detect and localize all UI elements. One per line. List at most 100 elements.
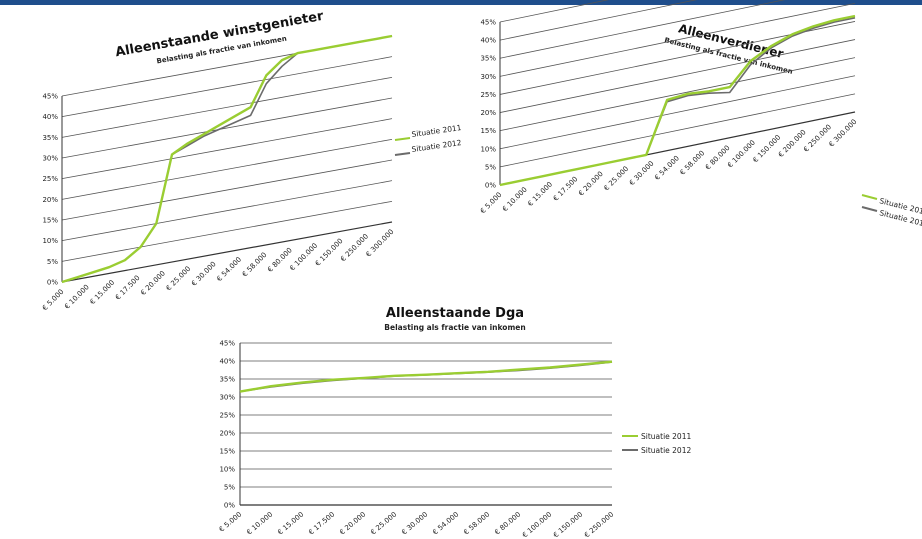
x-tick-label: € 20.000 xyxy=(577,170,605,198)
gridlines xyxy=(499,0,856,186)
y-tick-label: 40% xyxy=(219,358,235,366)
x-tick-label: € 15.000 xyxy=(88,279,116,307)
y-tick-label: 15% xyxy=(219,448,235,456)
gridline xyxy=(499,39,856,113)
x-tick-label: € 30.000 xyxy=(400,510,429,536)
y-tick-label: 25% xyxy=(219,412,235,420)
x-tick-label: € 30.000 xyxy=(628,159,656,187)
y-axis-ticks: 0% 5% 10% 15% 20% 25% 30% 35% 40% 45% xyxy=(42,93,58,287)
gridline xyxy=(61,138,393,200)
legend-label-2011: Situatie 2011 xyxy=(641,432,691,441)
x-tick-label: € 5.000 xyxy=(41,288,66,313)
x-tick-label: € 5.000 xyxy=(218,510,244,533)
gridline xyxy=(499,75,856,150)
x-tick-label: € 54.000 xyxy=(215,255,243,283)
gridline xyxy=(61,221,393,283)
y-tick-label: 0% xyxy=(47,279,58,287)
series-line-2012 xyxy=(61,35,393,283)
x-tick-label: € 54.000 xyxy=(431,510,460,536)
x-tick-label: € 58.000 xyxy=(241,251,269,279)
gridline xyxy=(61,76,393,138)
x-tick-label: € 250.000 xyxy=(802,123,833,154)
x-tick-label: € 17.500 xyxy=(552,175,580,203)
y-tick-label: 35% xyxy=(42,134,58,142)
chart-alleenstaande-dga: Alleenstaande Dga Belasting als fractie … xyxy=(218,306,692,539)
gridline xyxy=(61,56,393,118)
legend-label-2012: Situatie 2012 xyxy=(641,446,691,455)
y-tick-label: 40% xyxy=(42,113,58,121)
series-line-2011 xyxy=(61,34,393,284)
y-tick-label: 25% xyxy=(42,175,58,183)
gridline xyxy=(61,200,393,262)
x-tick-label: € 20.000 xyxy=(338,510,367,536)
gridline xyxy=(61,180,393,242)
x-tick-label: € 150.000 xyxy=(552,510,584,539)
x-tick-label: € 15.000 xyxy=(526,180,554,208)
x-tick-label: € 54.000 xyxy=(653,154,681,182)
y-tick-label: 45% xyxy=(219,340,235,348)
y-tick-label: 5% xyxy=(47,258,58,266)
x-tick-label: € 10.000 xyxy=(501,186,529,214)
y-tick-label: 15% xyxy=(42,217,58,225)
gridline xyxy=(499,0,698,41)
gridlines xyxy=(61,35,393,283)
x-tick-label: € 10.000 xyxy=(245,510,274,536)
x-tick-label: € 58.000 xyxy=(462,510,491,536)
gridlines xyxy=(239,342,612,506)
gridline xyxy=(499,0,609,23)
x-tick-label: € 300.000 xyxy=(828,118,859,149)
y-tick-label: 45% xyxy=(480,19,496,27)
top-accent-bar xyxy=(0,0,922,5)
x-tick-label: € 150.000 xyxy=(751,133,782,164)
chart-title: Alleenstaande Dga xyxy=(386,306,524,321)
x-axis-ticks: € 5.000€ 10.000€ 15.000€ 17.500€ 20.000€… xyxy=(41,228,396,313)
legend: Situatie 2011 Situatie 2012 xyxy=(394,123,462,156)
x-tick-label: € 250.000 xyxy=(339,232,370,263)
x-tick-label: € 300.000 xyxy=(365,228,396,259)
chart-alleenstaande-winstgenieter: Alleenstaande winstgenieter Belasting al… xyxy=(41,9,462,313)
legend-label-2011: Situatie 2011 xyxy=(411,123,462,139)
gridline xyxy=(61,97,393,159)
gridline xyxy=(499,93,856,168)
legend-swatch-2012 xyxy=(861,206,878,212)
y-tick-label: 35% xyxy=(480,55,496,63)
legend-swatch-2011 xyxy=(861,194,878,200)
gridline xyxy=(61,118,393,180)
x-axis-ticks: € 5.000€ 10.000€ 15.000€ 17.500€ 20.000€… xyxy=(218,510,616,539)
y-tick-label: 0% xyxy=(224,502,235,510)
legend-swatch-2011 xyxy=(394,137,411,141)
chart-alleenverdiener: Alleenverdiener Belasting als fractie va… xyxy=(479,0,922,229)
legend: Situatie 2011 Situatie 2012 xyxy=(622,432,691,455)
series-line-2011 xyxy=(239,360,613,393)
y-tick-label: 20% xyxy=(42,196,58,204)
x-tick-label: € 58.000 xyxy=(679,149,707,177)
chart-subtitle: Belasting als fractie van inkomen xyxy=(384,323,525,332)
series-line-2011 xyxy=(499,14,856,187)
gridline xyxy=(499,57,856,132)
x-tick-label: € 150.000 xyxy=(314,237,345,268)
y-tick-label: 35% xyxy=(219,376,235,384)
legend-swatch-2012 xyxy=(394,152,411,156)
series-lines xyxy=(239,360,613,393)
y-tick-label: 10% xyxy=(480,145,496,153)
gridline xyxy=(61,159,393,221)
legend: Situatie 2011 Situatie 2012 xyxy=(861,194,922,229)
x-tick-label: € 5.000 xyxy=(479,191,504,216)
y-tick-label: 20% xyxy=(219,430,235,438)
legend-label-2012: Situatie 2012 xyxy=(411,138,462,154)
y-tick-label: 10% xyxy=(42,237,58,245)
y-axis-ticks: 0% 5% 10% 15% 20% 25% 30% 35% 40% 45% xyxy=(480,19,496,190)
x-tick-label: € 10.000 xyxy=(63,283,91,311)
y-tick-label: 20% xyxy=(480,109,496,117)
y-tick-label: 5% xyxy=(485,163,496,171)
x-tick-label: € 20.000 xyxy=(139,269,167,297)
x-tick-label: € 30.000 xyxy=(190,260,218,288)
x-tick-label: € 17.500 xyxy=(114,274,142,302)
y-tick-label: 15% xyxy=(480,127,496,135)
x-tick-label: € 80.000 xyxy=(704,144,732,172)
x-tick-label: € 17.500 xyxy=(307,510,336,536)
x-tick-label: € 250.000 xyxy=(583,510,615,539)
y-axis-ticks: 0% 5% 10% 15% 20% 25% 30% 35% 40% 45% xyxy=(219,340,235,510)
x-tick-label: € 25.000 xyxy=(165,265,193,293)
